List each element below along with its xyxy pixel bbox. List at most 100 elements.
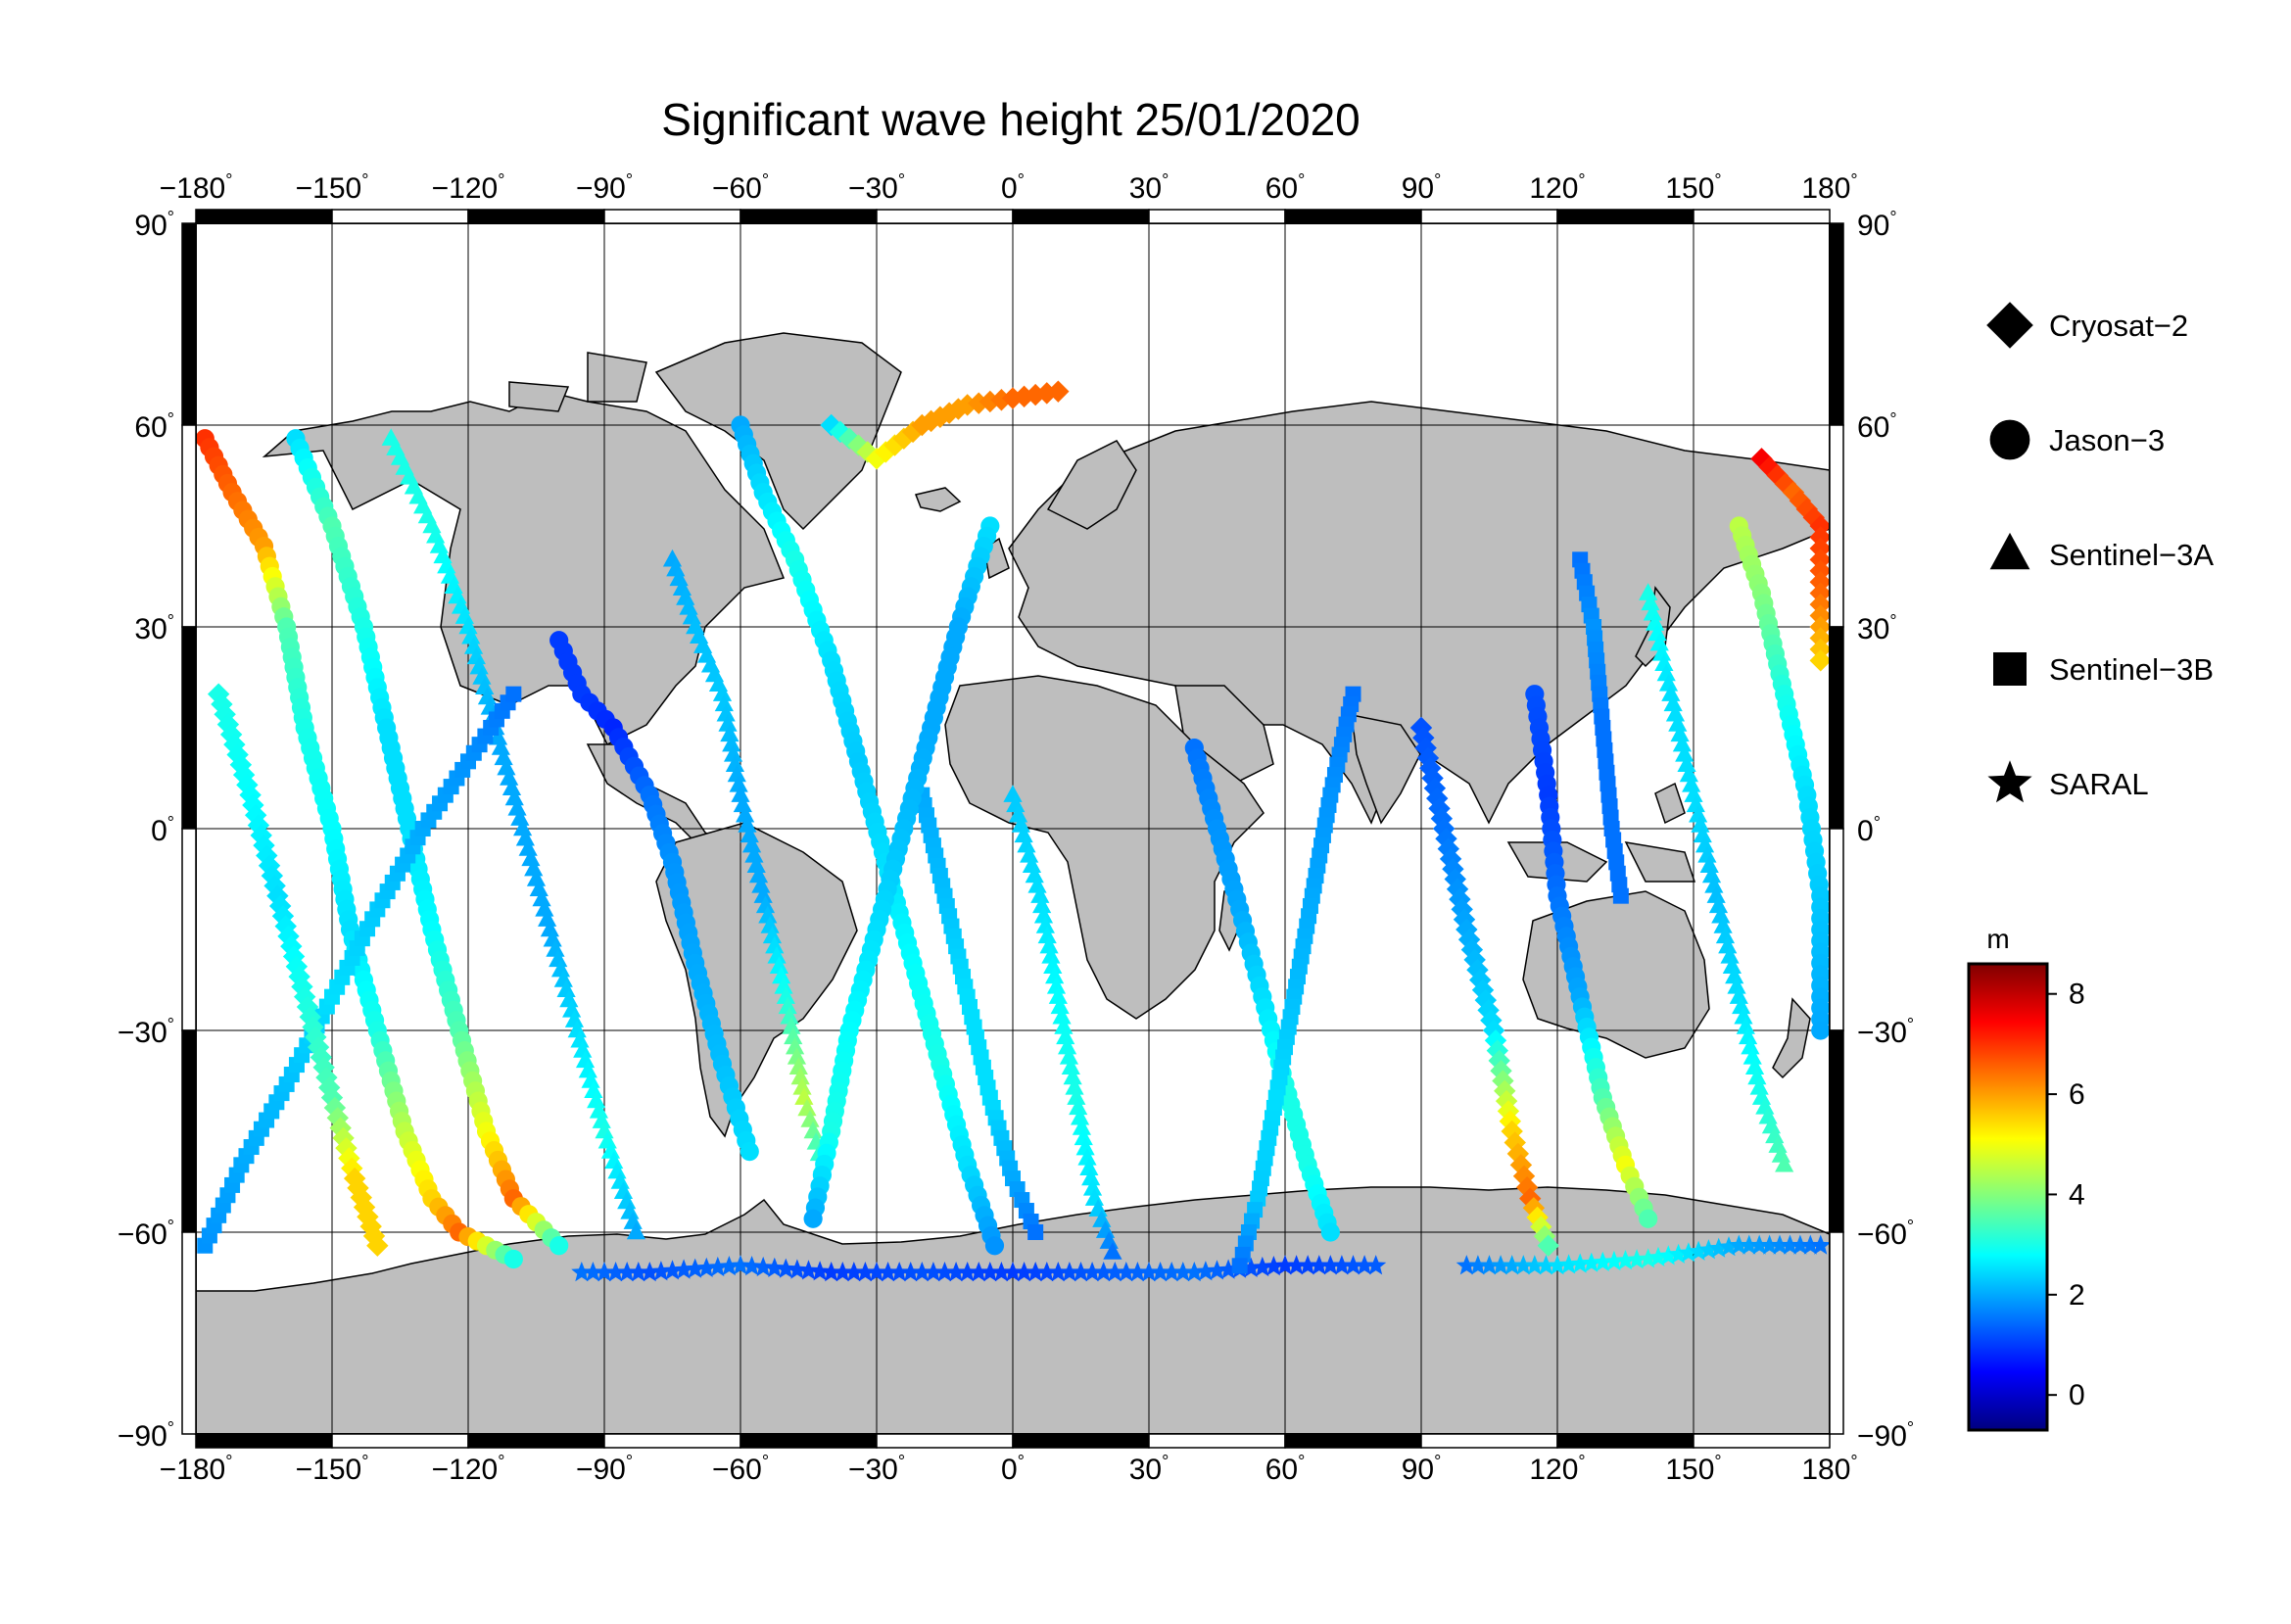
track-point [521, 848, 541, 867]
map-frame [181, 209, 1844, 1449]
track-point [1494, 1079, 1516, 1102]
track-point [463, 637, 484, 654]
track-point [532, 888, 551, 907]
track-point [758, 905, 778, 924]
track-point [1319, 1255, 1341, 1275]
axis-tick-labels: −180° −180° −150° −150° −120° −120° −90° −90° −6… [118, 170, 1914, 1486]
lon-tick-label-top: 120° [1529, 170, 1585, 205]
track-point [892, 427, 915, 450]
track-point [790, 1067, 810, 1085]
track-point [315, 1066, 338, 1089]
track-point [1490, 1060, 1512, 1082]
track-point [329, 1117, 352, 1139]
track-point [1453, 908, 1476, 931]
track-point [1646, 613, 1665, 631]
track-point [1711, 905, 1731, 924]
track-point [1025, 865, 1044, 884]
track-point [587, 1090, 606, 1109]
track-point [1482, 1019, 1505, 1042]
track-point [1649, 633, 1669, 651]
track-point [277, 925, 300, 948]
track-point [787, 1047, 807, 1065]
track-point [920, 409, 942, 433]
track-point [1365, 1255, 1387, 1275]
track-point [1104, 1262, 1125, 1282]
track-point [1774, 472, 1797, 496]
track-point [1047, 380, 1070, 403]
track-point [263, 875, 286, 897]
track-point [1809, 604, 1832, 627]
track-point [366, 1234, 389, 1257]
track-point [1075, 1137, 1095, 1156]
track-point [294, 985, 316, 1008]
track-point [1457, 929, 1481, 951]
track-point [491, 738, 510, 755]
track-point [736, 804, 755, 823]
track-point [1423, 777, 1447, 799]
track-point [1809, 582, 1832, 604]
colorbar-tick-label: 6 [2069, 1078, 2085, 1111]
track-point [1052, 1006, 1072, 1025]
track-point [1048, 986, 1068, 1004]
track-point [510, 808, 530, 826]
track-point [515, 828, 535, 846]
track-point [1678, 1242, 1699, 1263]
track-point [589, 1101, 609, 1119]
map-title: Significant wave height 25/01/2020 [661, 94, 1360, 145]
track-point [1675, 744, 1694, 762]
track-point [1699, 855, 1719, 873]
track-point [1126, 1262, 1149, 1282]
track-point [778, 996, 797, 1015]
track-point [1342, 1255, 1364, 1275]
track-point [1331, 1255, 1353, 1275]
track-point [1043, 956, 1063, 974]
track-point [1069, 1097, 1088, 1116]
track-point [1694, 835, 1715, 853]
track-point [1809, 593, 1832, 616]
track-point [794, 1087, 814, 1105]
lon-tick-label-bottom: 0° [1001, 1452, 1025, 1486]
lon-tick-label-bottom: 30° [1129, 1452, 1169, 1486]
track-point [1074, 1127, 1093, 1146]
track-point [1809, 526, 1832, 549]
frame-segment [1693, 1433, 1831, 1449]
frame-segment [181, 1029, 197, 1233]
track-point [1720, 946, 1740, 964]
lon-tick-label-top: −60° [712, 170, 769, 205]
track-point [800, 1110, 820, 1127]
track-point [1592, 1251, 1613, 1271]
land-africa [944, 675, 1265, 1020]
track-point [911, 1262, 932, 1282]
track-point [1647, 623, 1667, 642]
lat-tick-label-right: 60° [1857, 409, 1897, 444]
track-point [343, 1167, 366, 1190]
lat-tick-label-right: 90° [1857, 208, 1897, 242]
lon-tick-label-bottom: 120° [1529, 1452, 1585, 1486]
frame-segment [1148, 209, 1286, 224]
track-point [616, 1262, 638, 1282]
track-point [578, 1060, 597, 1078]
track-point [707, 1256, 729, 1277]
frame-segment [1693, 209, 1831, 224]
track-point [740, 1256, 763, 1276]
track-point [500, 768, 519, 786]
track-point [730, 1255, 751, 1275]
track-point [729, 774, 748, 792]
lon-tick-label-bottom: −90° [576, 1452, 633, 1486]
track-point [584, 1080, 603, 1098]
track-point [716, 703, 736, 722]
track-point [1451, 898, 1473, 921]
track-point [984, 1236, 1005, 1256]
lat-tick-label-right: 0° [1857, 813, 1881, 847]
track-point [1020, 845, 1039, 863]
track-point [769, 956, 788, 974]
track-point [1665, 703, 1686, 722]
track-point [1297, 1255, 1318, 1275]
track-point [529, 879, 549, 896]
track-point [1691, 815, 1710, 833]
track-point [1639, 1209, 1658, 1228]
lon-tick-label-top: 30° [1129, 170, 1169, 205]
track-point [1495, 1089, 1518, 1113]
colorbar-tick-label: 4 [2069, 1178, 2085, 1211]
legend-label: Cryosat−2 [2049, 309, 2188, 343]
